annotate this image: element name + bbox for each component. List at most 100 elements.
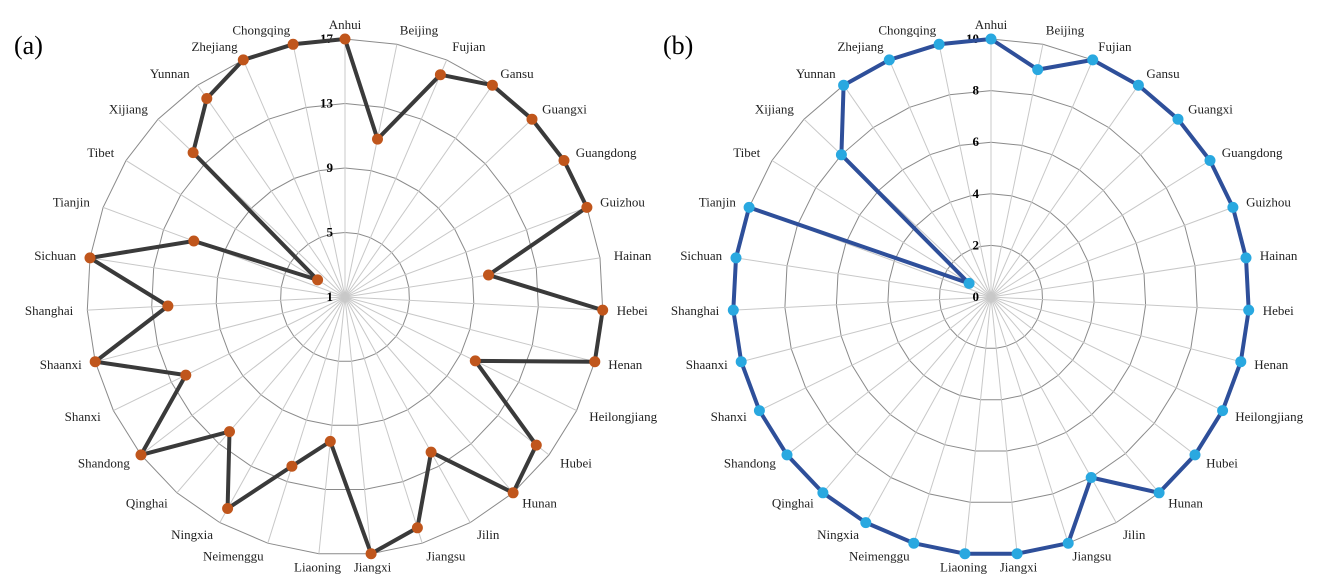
data-point-b-shanxi — [753, 405, 765, 417]
category-label-b-jilin: Jilin — [1123, 527, 1146, 542]
spoke-a-14 — [344, 296, 423, 544]
data-point-a-beijing — [372, 133, 383, 145]
category-label-b-beijing: Beijing — [1046, 23, 1085, 38]
data-point-a-ningxia — [222, 503, 234, 514]
data-point-a-liaoning — [324, 435, 336, 447]
category-label-a-hainan: Hainan — [614, 248, 652, 263]
data-point-a-zhejiang — [237, 54, 249, 66]
panel-label-b: (b) — [663, 31, 693, 60]
data-point-a-gansu — [486, 79, 498, 91]
category-label-a-jiangxi: Jiangxi — [354, 560, 392, 575]
data-point-b-shaanxi — [735, 356, 747, 368]
data-point-a-henan — [589, 356, 601, 368]
spoke-a-4 — [344, 118, 533, 298]
data-point-b-shanghai — [727, 304, 739, 316]
data-point-a-hainan — [483, 269, 494, 281]
data-point-a-tianjin — [188, 235, 200, 247]
spoke-b-18 — [865, 296, 992, 523]
panel-label-a: (a) — [14, 31, 43, 60]
spoke-a-28 — [197, 84, 346, 298]
category-label-a-jilin: Jilin — [477, 527, 500, 542]
spoke-b-9 — [990, 296, 1241, 363]
spoke-b-14 — [990, 296, 1069, 544]
category-label-b-guangdong: Guangdong — [1222, 145, 1283, 160]
data-point-a-anhui — [339, 33, 351, 45]
tick-label-b-1: 2 — [973, 237, 980, 252]
grid-ring-a-2 — [215, 167, 475, 426]
category-label-a-guangdong: Guangdong — [576, 145, 637, 160]
spoke-b-7 — [990, 257, 1247, 298]
data-point-a-shaanxi — [89, 356, 101, 368]
spoke-a-7 — [344, 257, 601, 298]
spoke-b-21 — [759, 296, 992, 412]
category-label-a-qinghai: Qinghai — [126, 495, 168, 510]
spoke-b-29 — [888, 59, 992, 298]
spoke-a-26 — [125, 160, 346, 298]
category-label-a-guangxi: Guangxi — [542, 102, 587, 117]
data-point-a-hebei — [597, 304, 609, 316]
category-label-a-xijiang: Xijiang — [109, 102, 148, 117]
category-label-b-hebei: Hebei — [1263, 303, 1294, 318]
category-label-b-guangxi: Guangxi — [1188, 102, 1233, 117]
data-point-a-yunnan — [201, 93, 213, 104]
data-point-a-fujian — [434, 69, 446, 81]
data-point-b-guangxi — [1172, 113, 1184, 125]
data-point-a-qinghai — [224, 426, 235, 438]
category-label-a-anhui: Anhui — [329, 17, 362, 32]
category-label-a-shanghai: Shanghai — [25, 303, 74, 318]
spoke-a-11 — [344, 296, 550, 456]
category-label-a-hebei: Hebei — [617, 303, 648, 318]
data-point-b-heilongjiang — [1217, 405, 1229, 417]
spoke-b-26 — [771, 160, 992, 298]
category-label-a-shandong: Shandong — [78, 456, 131, 471]
spoke-a-15 — [344, 296, 372, 554]
tick-label-a-2: 9 — [327, 160, 334, 175]
data-point-a-shandong — [135, 449, 147, 461]
spoke-b-23 — [733, 296, 992, 311]
spoke-b-1 — [990, 44, 1044, 298]
data-point-a-xijiang — [187, 147, 199, 159]
spoke-a-23 — [87, 296, 346, 311]
data-point-a-chongqing — [287, 38, 299, 50]
spoke-a-18 — [219, 296, 346, 523]
category-label-a-guizhou: Guizhou — [600, 195, 645, 210]
data-point-b-chongqing — [933, 38, 945, 50]
spoke-b-12 — [990, 296, 1160, 494]
spoke-a-5 — [344, 160, 565, 298]
spoke-b-6 — [990, 206, 1234, 298]
data-point-a-jiangsu — [411, 522, 423, 534]
tick-label-b-0: 0 — [973, 289, 980, 304]
tick-label-a-3: 13 — [320, 96, 334, 111]
data-point-a-heilongjiang — [469, 355, 481, 367]
spoke-b-17 — [913, 296, 992, 544]
category-label-b-hainan: Hainan — [1260, 248, 1298, 263]
category-label-a-hubei: Hubei — [560, 456, 592, 471]
tick-label-b-2: 4 — [973, 186, 980, 201]
spoke-b-5 — [990, 160, 1211, 298]
grid-ring-a-3 — [151, 102, 539, 490]
data-point-b-sichuan — [730, 252, 742, 264]
data-point-a-jilin — [425, 446, 437, 458]
data-point-b-shandong — [781, 449, 793, 461]
data-point-b-jiangsu — [1062, 537, 1074, 549]
spoke-b-24 — [735, 257, 992, 298]
spoke-a-30 — [292, 44, 346, 298]
category-label-b-jiangsu: Jiangsu — [1072, 549, 1112, 564]
spoke-a-17 — [267, 296, 346, 544]
spoke-b-20 — [786, 296, 992, 456]
category-label-a-shanxi: Shanxi — [65, 409, 102, 424]
category-label-b-shandong: Shandong — [724, 456, 777, 471]
spoke-b-10 — [990, 296, 1223, 412]
category-label-a-shaanxi: Shaanxi — [40, 357, 82, 372]
category-label-a-beijing: Beijing — [400, 23, 439, 38]
category-label-b-liaoning: Liaoning — [940, 560, 987, 575]
spoke-a-27 — [157, 118, 346, 298]
grid-ring-b-4 — [784, 90, 1198, 503]
spoke-b-19 — [822, 296, 992, 494]
spoke-a-21 — [113, 296, 346, 412]
tick-label-b-4: 8 — [973, 83, 980, 98]
tick-label-a-1: 5 — [327, 225, 334, 240]
category-label-a-zhejiang: Zhejiang — [191, 39, 238, 54]
data-point-b-guizhou — [1227, 201, 1239, 213]
